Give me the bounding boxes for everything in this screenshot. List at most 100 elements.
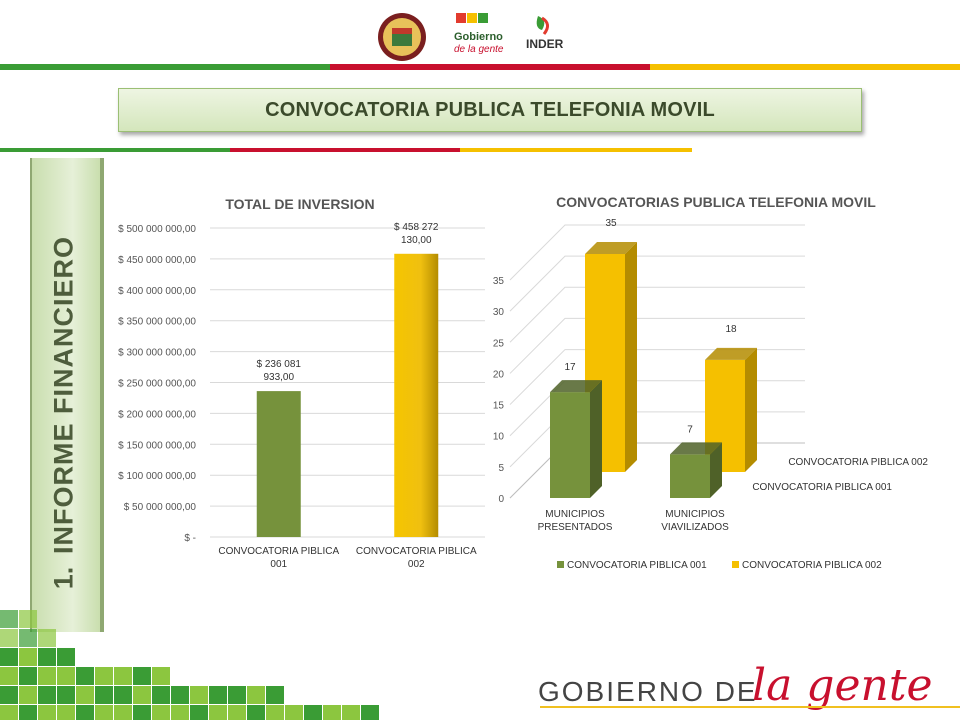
bar-front: [670, 454, 710, 498]
mosaic-tile: [0, 629, 18, 647]
mosaic-tile: [0, 705, 18, 720]
x-tick-label: VIAVILIZADOS: [661, 522, 729, 533]
bars: [550, 242, 757, 498]
bar-top: [550, 380, 602, 393]
logo-de-la-gente-text: de la gente: [454, 44, 504, 55]
data-label: 18: [725, 324, 737, 335]
title-underline-stripe: [0, 148, 692, 152]
y-tick-label: 30: [493, 307, 505, 318]
x-tick-label: 002: [408, 559, 425, 570]
mosaic-tile: [209, 686, 227, 704]
bar: [256, 391, 301, 537]
bar-side: [625, 242, 637, 472]
y-tick-label: $ 400 000 000,00: [118, 286, 196, 297]
bar-top: [705, 347, 757, 360]
mosaic-tile: [0, 686, 18, 704]
y-tick-label: $ 450 000 000,00: [118, 255, 196, 266]
footer-underline: [540, 706, 960, 708]
mosaic-tile: [171, 705, 189, 720]
mosaic-tile: [76, 705, 94, 720]
mosaic-tile: [57, 648, 75, 666]
mosaic-tile: [152, 686, 170, 704]
total-inversion-chart: TOTAL DE INVERSION $ - $ 50 000 000,00 $ 1…: [118, 196, 485, 570]
bar-side: [590, 380, 602, 498]
mosaic-tile: [19, 610, 37, 628]
side-tab-number: 1.: [48, 566, 79, 590]
mosaic-tile: [0, 610, 18, 628]
mosaic-tile: [38, 686, 56, 704]
mosaic-tile: [190, 705, 208, 720]
mosaic-tile: [228, 705, 246, 720]
mosaic-tile: [0, 648, 18, 666]
y-tick-label: $ 100 000 000,00: [118, 471, 196, 482]
data-label: $ 458 272: [394, 222, 439, 233]
data-label: $ 236 081: [257, 359, 302, 370]
mosaic-tile: [38, 648, 56, 666]
bar-side: [710, 442, 722, 498]
mosaic-tile: [38, 667, 56, 685]
mosaic-tile: [133, 686, 151, 704]
bar: [394, 253, 439, 537]
header-stripe: [0, 64, 960, 70]
legend-entry: CONVOCATORIA PIBLICA 001: [567, 560, 707, 571]
legend: CONVOCATORIA PIBLICA 001 CONVOCATORIA PIB…: [557, 560, 882, 571]
mosaic-tile: [76, 667, 94, 685]
mosaic-tile: [38, 705, 56, 720]
footer-script-text: la gente: [752, 660, 933, 711]
gobierno-de-la-gente-logo: Gobierno de la gente: [454, 13, 504, 55]
legend-swatch: [732, 561, 739, 568]
x-tick-labels: CONVOCATORIA PIBLICA 001 CONVOCATORIA PIBL…: [218, 546, 477, 570]
inder-logo: INDER: [526, 16, 564, 51]
gridline: [509, 317, 805, 374]
gridline: [509, 224, 805, 281]
data-label: 933,00: [263, 372, 294, 383]
x-tick-label: 001: [270, 559, 287, 570]
depth-label: CONVOCATORIA PIBLICA 002: [788, 457, 928, 468]
gridlines: [210, 227, 485, 538]
x-tick-label: MUNICIPIOS: [665, 509, 725, 520]
seal-logo: [378, 13, 426, 61]
x-tick-label: MUNICIPIOS: [545, 509, 605, 520]
data-label: 35: [605, 218, 617, 229]
mosaic-tile: [57, 705, 75, 720]
mosaic-tile: [361, 705, 379, 720]
y-tick-label: $ 150 000 000,00: [118, 440, 196, 451]
mosaic-tile: [95, 705, 113, 720]
legend-entry: CONVOCATORIA PIBLICA 002: [742, 560, 882, 571]
data-labels: $ 236 081 933,00 $ 458 272 130,00: [257, 222, 439, 383]
y-tick-label: $ 300 000 000,00: [118, 348, 196, 359]
footer-mosaic: [0, 610, 379, 720]
chart-title: TOTAL DE INVERSION: [225, 196, 374, 212]
mosaic-tile: [209, 705, 227, 720]
mosaic-tile: [19, 705, 37, 720]
y-tick-labels: 0 5 10 15 20 25 30 35: [493, 276, 505, 505]
x-tick-label: PRESENTADOS: [538, 522, 613, 533]
mosaic-tile: [19, 667, 37, 685]
mosaic-tile: [285, 705, 303, 720]
depth-label: CONVOCATORIA PIBLICA 001: [752, 482, 892, 493]
gridline: [509, 255, 805, 312]
bar-top: [670, 442, 722, 455]
mosaic-tile: [152, 705, 170, 720]
mosaic-tile: [114, 705, 132, 720]
mosaic-tile: [19, 686, 37, 704]
mosaic-tile: [342, 705, 360, 720]
mosaic-tile: [171, 686, 189, 704]
convocatorias-chart: CONVOCATORIAS PUBLICA TELEFONIA MOVIL 0 5…: [493, 194, 929, 571]
y-tick-label: 5: [498, 463, 504, 474]
mosaic-tile: [76, 686, 94, 704]
y-tick-label: 25: [493, 338, 505, 349]
mosaic-tile: [95, 667, 113, 685]
side-tab-label: INFORME FINANCIERO: [48, 236, 79, 554]
bar-front: [550, 392, 590, 498]
bar-side: [745, 347, 757, 472]
mosaic-tile: [247, 705, 265, 720]
mosaic-tile: [114, 686, 132, 704]
y-tick-label: 15: [493, 401, 505, 412]
y-tick-label: 20: [493, 369, 505, 380]
y-tick-label: 0: [498, 494, 504, 505]
mosaic-tile: [114, 667, 132, 685]
mosaic-tile: [190, 686, 208, 704]
gridline: [509, 286, 805, 343]
mosaic-tile: [133, 667, 151, 685]
